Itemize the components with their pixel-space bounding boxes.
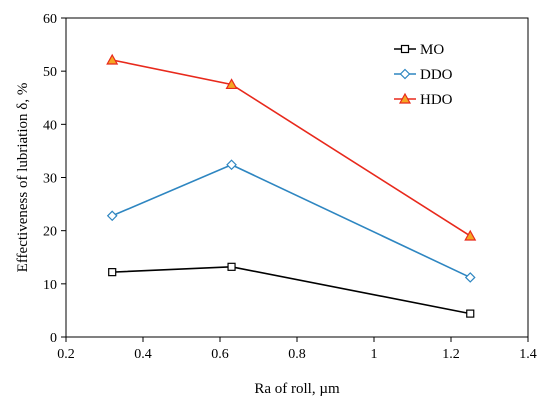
x-tick-label: 0.4 — [134, 347, 152, 362]
series-hdo-point — [106, 53, 119, 65]
x-tick-label: 0.6 — [211, 347, 229, 362]
chart-axes — [65, 17, 529, 338]
x-tick-label: 1 — [371, 347, 378, 362]
series-ddo — [106, 159, 476, 283]
x-tick-label: 1.4 — [519, 347, 537, 362]
series-mo-line — [112, 266, 471, 315]
y-tick-label: 40 — [43, 118, 57, 133]
legend-item-hdo: HDO — [394, 92, 453, 108]
legend-swatch-marker — [399, 68, 411, 80]
legend-swatch-marker — [398, 92, 412, 104]
x-tick-label: 0.2 — [57, 347, 75, 362]
x-tick-label: 1.2 — [442, 347, 460, 362]
series-ddo-point — [464, 272, 476, 283]
y-tick-label: 20 — [43, 225, 57, 240]
y-tick-label: 30 — [43, 172, 57, 187]
legend-item-ddo: DDO — [394, 67, 453, 83]
series-mo-point — [466, 309, 475, 318]
series-hdo — [106, 53, 477, 241]
y-tick-label: 0 — [50, 331, 57, 346]
y-axis-title: Effectiveness of lubriation δ, % — [15, 83, 31, 273]
legend-label-ddo: DDO — [420, 67, 453, 83]
series-hdo-line — [112, 59, 471, 237]
x-axis-title: Ra of roll, µm — [254, 381, 340, 397]
legend: MO DDO HDO — [394, 42, 453, 108]
x-tick-label: 0.8 — [288, 347, 306, 362]
legend-label-hdo: HDO — [420, 92, 453, 108]
legend-label-mo: MO — [420, 42, 444, 58]
x-axis-ticks: 0.2 0.4 0.6 0.8 1 1.2 1.4 — [57, 337, 537, 362]
series-hdo-point — [464, 229, 477, 241]
series-layer — [106, 53, 477, 318]
series-ddo-point — [106, 210, 118, 222]
y-tick-label: 60 — [43, 12, 57, 27]
series-ddo-line — [111, 163, 471, 279]
series-mo — [108, 262, 475, 318]
series-hdo-point — [225, 78, 238, 90]
series-mo-point — [227, 262, 236, 271]
y-tick-label: 50 — [43, 65, 57, 80]
y-axis-ticks: 0 10 20 30 40 50 60 — [43, 12, 66, 346]
legend-item-mo: MO — [394, 42, 444, 58]
series-mo-point — [108, 268, 117, 277]
legend-swatch-marker — [400, 44, 410, 54]
plot-area-border — [65, 17, 529, 338]
y-tick-label: 10 — [43, 278, 57, 293]
series-ddo-point — [226, 159, 237, 171]
